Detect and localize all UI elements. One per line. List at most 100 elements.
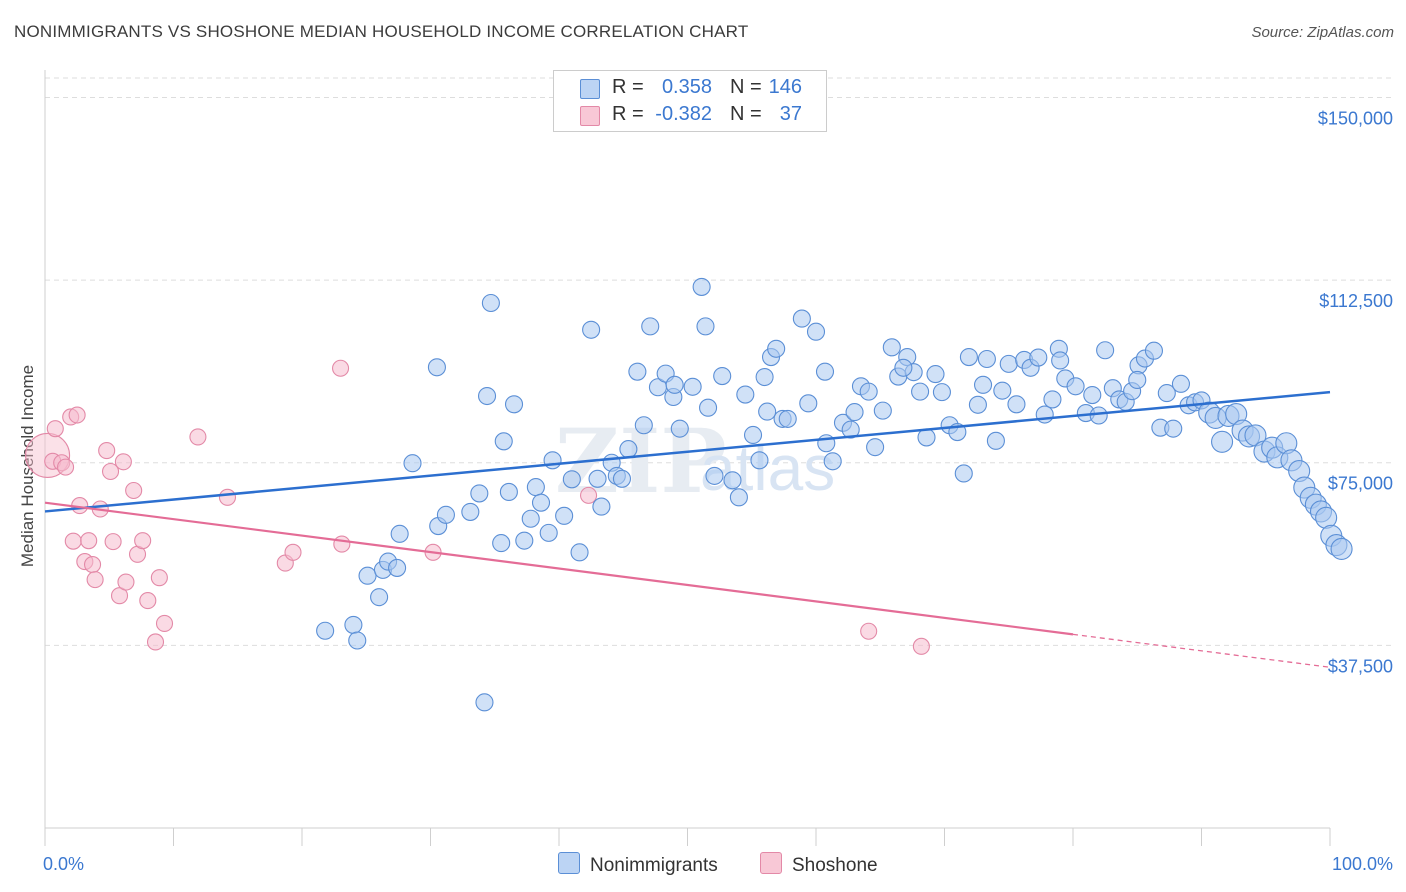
nonimmigrants-point xyxy=(1211,430,1234,453)
legend-n-label: N = xyxy=(730,103,762,125)
nonimmigrants-point xyxy=(699,398,718,417)
legend-n-label: N = xyxy=(730,76,762,98)
nonimmigrants-point xyxy=(977,349,996,369)
shoshone-trend-line xyxy=(44,501,1074,636)
nonimmigrants-point xyxy=(1157,384,1176,403)
shoshone-point xyxy=(46,420,64,438)
shoshone-point xyxy=(333,535,351,553)
nonimmigrants-point xyxy=(592,497,611,516)
nonimmigrants-point xyxy=(692,277,711,296)
shoshone-point xyxy=(284,543,302,561)
nonimmigrants-point xyxy=(959,348,978,367)
y-tick-label: $75,000 xyxy=(1328,474,1393,494)
nonimmigrants-point xyxy=(1096,341,1115,360)
shoshone-point xyxy=(125,481,143,500)
nonimmigrants-point xyxy=(729,488,748,507)
nonimmigrants-point xyxy=(1051,351,1070,370)
nonimmigrants-point xyxy=(799,394,818,413)
shoshone-point xyxy=(860,622,878,640)
y-tick-label: $37,500 xyxy=(1328,656,1393,676)
nonimmigrants-trend-line xyxy=(44,390,1331,513)
nonimmigrants-point xyxy=(911,382,930,401)
nonimmigrants-point xyxy=(588,469,607,488)
nonimmigrants-point xyxy=(873,401,892,420)
nonimmigrants-point xyxy=(570,543,589,562)
legend-r-value: 0.358 xyxy=(661,76,712,98)
shoshone-point xyxy=(80,532,98,550)
nonimmigrants-point xyxy=(403,454,422,473)
nonimmigrants-point xyxy=(1083,385,1102,405)
nonimmigrants-point xyxy=(932,383,951,402)
nonimmigrants-point xyxy=(866,438,885,457)
nonimmigrants-point xyxy=(743,425,763,445)
legend-item-shoshone[interactable]: Shoshone xyxy=(760,852,878,877)
x-tick-labels: 0.0% 100.0% xyxy=(43,854,1393,874)
nonimmigrants-point xyxy=(344,615,363,634)
nonimmigrants-point xyxy=(683,377,702,396)
nonimmigrants-point xyxy=(475,693,494,712)
nonimmigrants-point xyxy=(986,431,1005,450)
nonimmigrants-point xyxy=(539,523,558,542)
nonimmigrants-point xyxy=(968,395,987,414)
nonimmigrants-point xyxy=(427,358,446,377)
watermark-atlas: atlas xyxy=(700,432,835,504)
shoshone-point xyxy=(86,571,104,589)
nonimmigrants-point xyxy=(634,416,653,435)
source-label: Source: ZipAtlas.com xyxy=(1251,24,1394,41)
nonimmigrants-point xyxy=(504,395,524,414)
nonimmigrants-point xyxy=(750,451,769,470)
nonimmigrants-point xyxy=(815,362,835,381)
nonimmigrants-point xyxy=(628,362,647,381)
shoshone-point xyxy=(114,453,132,471)
nonimmigrants-point xyxy=(1007,395,1026,414)
y-tick-labels: $37,500 $75,000 $112,500 $150,000 xyxy=(1318,108,1393,676)
nonimmigrants-point xyxy=(713,367,732,386)
correlation-legend: R = 0.358 N = 146 R = -0.382 N = 37 xyxy=(553,70,827,132)
shoshone-point xyxy=(68,406,86,424)
nonimmigrants-point xyxy=(543,451,562,470)
chart-title: NONIMMIGRANTS VS SHOSHONE MEDIAN HOUSEHO… xyxy=(14,22,749,41)
nonimmigrants-point xyxy=(562,470,581,489)
legend-label-shoshone: Shoshone xyxy=(792,855,878,876)
axes xyxy=(44,70,1331,846)
nonimmigrants-point xyxy=(358,566,377,585)
nonimmigrants-point xyxy=(499,482,518,502)
nonimmigrants-point xyxy=(736,385,755,404)
nonimmigrants-point xyxy=(436,505,455,524)
nonimmigrants-point xyxy=(1043,390,1062,409)
nonimmigrants-point xyxy=(388,558,407,577)
shoshone-point xyxy=(139,592,157,610)
shoshone-point xyxy=(134,532,152,550)
nonimmigrants-point xyxy=(619,440,638,459)
legend-swatch-pink xyxy=(760,852,782,874)
shoshone-point xyxy=(155,614,174,633)
shoshone-point xyxy=(104,533,122,551)
shoshone-point xyxy=(218,488,237,506)
nonimmigrants-point xyxy=(823,452,842,471)
shoshone-point xyxy=(331,359,350,377)
nonimmigrants-point xyxy=(806,322,826,341)
nonimmigrants-point xyxy=(515,531,534,550)
nonimmigrants-point xyxy=(723,471,742,490)
nonimmigrants-point xyxy=(792,309,811,328)
nonimmigrants-point xyxy=(1128,370,1147,389)
y-tick-label: $150,000 xyxy=(1318,108,1393,128)
nonimmigrants-point xyxy=(494,432,513,451)
nonimmigrants-point xyxy=(370,588,389,607)
nonimmigrants-point xyxy=(1144,341,1164,360)
legend-r-label: R = xyxy=(612,76,644,98)
legend-item-nonimmigrants[interactable]: Nonimmigrants xyxy=(558,852,718,877)
legend-n-value: 37 xyxy=(779,103,802,125)
nonimmigrants-point xyxy=(973,375,993,394)
nonimmigrants-point xyxy=(1035,405,1054,424)
legend-r-value: -0.382 xyxy=(655,103,712,125)
nonimmigrants-point xyxy=(999,354,1018,373)
legend-swatch-pink xyxy=(580,106,600,126)
shoshone-point xyxy=(189,428,207,446)
nonimmigrants-point xyxy=(526,478,545,497)
nonimmigrants-point xyxy=(521,509,540,528)
shoshone-trend-line-extension xyxy=(1072,633,1331,668)
nonimmigrants-point xyxy=(758,402,777,421)
legend-row-shoshone: R = -0.382 N = 37 xyxy=(554,101,826,127)
